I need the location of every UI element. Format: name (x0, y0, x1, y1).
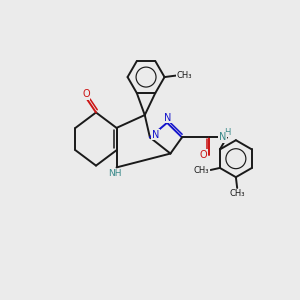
Text: O: O (200, 150, 208, 160)
Text: N: N (164, 112, 171, 123)
Text: O: O (82, 89, 90, 99)
Text: N: N (152, 130, 159, 140)
Text: CH₃: CH₃ (230, 189, 245, 198)
Text: H: H (224, 128, 230, 137)
Text: NH: NH (109, 169, 122, 178)
Text: CH₃: CH₃ (194, 166, 209, 175)
Text: CH₃: CH₃ (177, 71, 192, 80)
Text: N: N (219, 132, 226, 142)
